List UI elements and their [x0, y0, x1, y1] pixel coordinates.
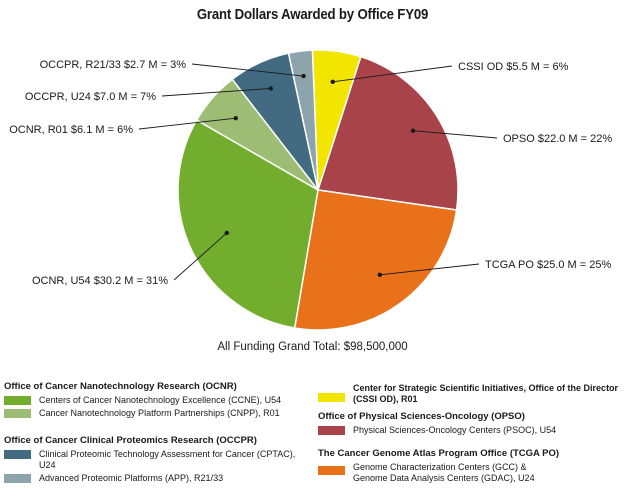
slice-label: OCNR, R01 $6.1 M = 6% — [9, 124, 133, 136]
legend-heading-opso: Office of Physical Sciences-Oncology (OP… — [318, 411, 525, 422]
chart-title: Grant Dollars Awarded by Office FY09 — [196, 6, 429, 23]
legend-label: Center for Strategic Scientific Initiati… — [353, 383, 619, 404]
pie-chart: CSSI OD $5.5 M = 6% OPSO $22.0 M = 22% TCG… — [9, 49, 612, 331]
legend-item-cssi: Center for Strategic Scientific Initiati… — [318, 383, 620, 405]
pie-slice — [317, 55, 459, 211]
label-dot — [330, 79, 335, 84]
pie-slice — [287, 49, 319, 191]
legend-heading-occpr: Office of Cancer Clinical Proteomics Res… — [4, 435, 257, 446]
leader-line — [332, 65, 453, 83]
legend-swatch — [4, 474, 31, 483]
leader-line — [173, 232, 228, 281]
legend-item-psoc: Physical Sciences-Oncology Centers (PSOC… — [318, 425, 620, 436]
slice-label: OCCPR, R21/33 $2.7 M = 3% — [40, 59, 187, 71]
legend-label: Advanced Proteomic Platforms (APP), R21/… — [39, 473, 224, 483]
slice-label: OCNR, U54 $30.2 M = 31% — [32, 275, 168, 287]
legend-swatch — [4, 409, 31, 418]
leader-line — [412, 130, 498, 139]
pie-slices — [177, 49, 459, 331]
legend-item-app: Advanced Proteomic Platforms (APP), R21/… — [4, 473, 314, 484]
legend-label: Cancer Nanotechnology Platform Partnersh… — [39, 408, 280, 418]
grand-total: All Funding Grand Total: $98,500,000 — [217, 341, 408, 353]
label-dot — [377, 272, 383, 278]
slice-label: OCCPR, U24 $7.0 M = 7% — [25, 91, 156, 103]
leader-line — [379, 263, 480, 276]
legend-swatch — [4, 450, 31, 459]
leader-line — [138, 117, 236, 130]
label-dot — [301, 73, 306, 79]
legend-swatch — [318, 466, 345, 475]
pie-slice — [177, 119, 319, 329]
legend-swatch — [318, 426, 345, 435]
legend-item-cptac: Clinical Proteomic Technology Assessment… — [4, 449, 314, 471]
slice-label: TCGA PO $25.0 M = 25% — [485, 259, 611, 271]
legend-label: Physical Sciences-Oncology Centers (PSOC… — [353, 425, 557, 435]
leader-lines — [138, 63, 498, 281]
legend-label: Centers of Cancer Nanotechnology Excelle… — [39, 395, 282, 405]
legend-label: Clinical Proteomic Technology Assessment… — [39, 449, 296, 470]
pie-slice — [293, 189, 458, 331]
legend-heading-ocnr: Office of Cancer Nanotechnology Research… — [4, 381, 237, 392]
legend-item-cnpp: Cancer Nanotechnology Platform Partnersh… — [4, 408, 314, 419]
legend-right: Center for Strategic Scientific Initiati… — [318, 383, 620, 486]
legend-item-ccne: Centers of Cancer Nanotechnology Excelle… — [4, 395, 314, 406]
legend-item-gcc-gdac: Genome Characterization Centers (GCC) & … — [318, 462, 620, 484]
legend-heading-tcga: The Cancer Genome Atlas Program Office (… — [318, 448, 560, 459]
slice-label: OPSO $22.0 M = 22% — [503, 133, 612, 145]
leader-line — [161, 88, 271, 97]
legend-left: Office of Cancer Nanotechnology Research… — [4, 381, 314, 486]
legend-swatch — [318, 393, 345, 402]
slice-labels: CSSI OD $5.5 M = 6% OPSO $22.0 M = 22% TCG… — [9, 59, 612, 287]
slice-label: CSSI OD $5.5 M = 6% — [458, 61, 569, 73]
legend-swatch — [4, 396, 31, 405]
leader-line — [191, 63, 304, 77]
legend-label: Genome Characterization Centers (GCC) & … — [353, 462, 535, 483]
